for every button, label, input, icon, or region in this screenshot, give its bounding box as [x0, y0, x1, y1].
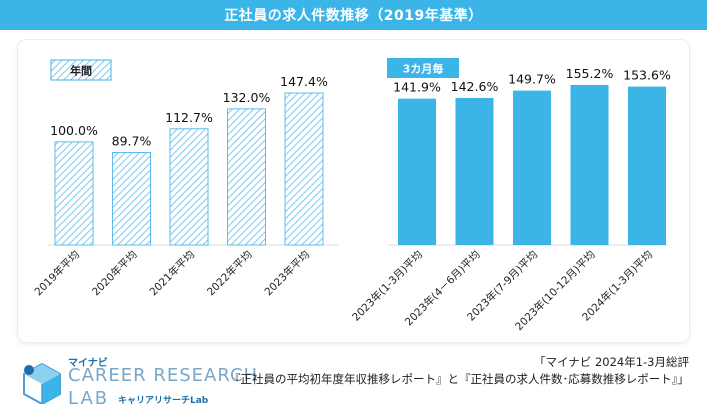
- category-label-0-4: 2023年平均: [262, 248, 312, 298]
- bar-1-3: [570, 84, 609, 245]
- source-line-1: 「マイナビ 2024年1-3月総評: [534, 355, 689, 369]
- bar-0-0: [54, 141, 94, 246]
- category-label-0-1: 2020年平均: [89, 248, 139, 298]
- bar-0-2: [169, 128, 209, 246]
- chart-title-banner: 正社員の求人件数推移（2019年基準）: [0, 0, 707, 30]
- bar-1-2: [513, 90, 551, 245]
- bar-0-3: [227, 108, 266, 246]
- data-label-0-0: 100.0%: [50, 123, 98, 138]
- cube-logo-icon: [23, 362, 61, 404]
- chart-title: 正社員の求人件数推移（2019年基準）: [224, 8, 483, 24]
- bar-chart: 年間 3カ月毎 100.0% 2019年平均 89.7% 2020年平均 112.7% 202…: [32, 58, 671, 333]
- brand-mynavi: マイナビ: [68, 358, 108, 369]
- category-label-0-3: 2022年平均: [204, 248, 254, 298]
- source-note: 「マイナビ 2024年1-3月総評 『正社員の平均初年度年収推移レポート』と『正…: [229, 354, 689, 388]
- group-label-1: 3カ月毎: [403, 62, 444, 76]
- data-label-1-0: 141.9%: [393, 80, 441, 95]
- brand-logo: マイナビ CAREER RESEARCH LAB キャリアリサーチLab: [20, 354, 260, 410]
- bar-1-4: [628, 86, 666, 245]
- bar-0-1: [112, 151, 151, 246]
- group-label-0: 年間: [70, 64, 92, 78]
- data-label-1-3: 155.2%: [566, 66, 614, 81]
- source-line-2: 『正社員の平均初年度年収推移レポート』と『正社員の求人件数･応募数推移レポート』…: [229, 372, 689, 386]
- brand-subtitle: キャリアリサーチLab: [118, 396, 209, 406]
- data-label-1-2: 149.7%: [508, 72, 556, 87]
- data-label-1-1: 142.6%: [451, 79, 499, 94]
- group-label-box-0: [50, 59, 112, 81]
- data-label-0-4: 147.4%: [280, 74, 328, 89]
- category-label-0-0: 2019年平均: [32, 248, 82, 298]
- brand-lab: LAB: [68, 388, 110, 409]
- category-label-0-2: 2021年平均: [147, 248, 197, 298]
- bar-1-1: [455, 97, 494, 245]
- data-label-0-3: 132.0%: [223, 90, 271, 105]
- group-label-box-1: [387, 58, 459, 78]
- data-label-0-2: 112.7%: [165, 110, 213, 125]
- bar-0-4: [284, 92, 324, 246]
- chart-panel: 年間 3カ月毎 100.0% 2019年平均 89.7% 2020年平均 112.7% 202…: [18, 40, 689, 342]
- data-label-1-4: 153.6%: [623, 68, 671, 83]
- brand-career-research: CAREER RESEARCH: [68, 365, 259, 386]
- data-label-0-1: 89.7%: [112, 133, 152, 148]
- bar-1-0: [398, 98, 436, 246]
